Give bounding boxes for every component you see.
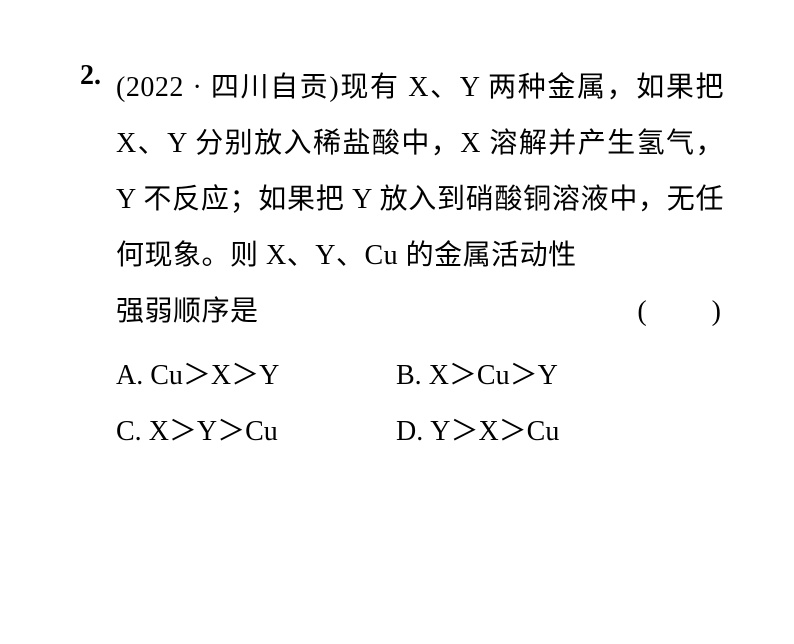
option-a-text: Cu＞X＞Y	[150, 360, 279, 391]
option-b-text: X＞Cu＞Y	[429, 360, 558, 391]
option-c-text: X＞Y＞Cu	[149, 416, 278, 447]
question-block: 2. (2022 · 四川自贡)现有 X、Y 两种金属，如果把 X、Y 分别放入…	[80, 60, 724, 460]
question-text-tail: 强弱顺序是	[116, 284, 259, 340]
question-text-lastline: 强弱顺序是 ( )	[116, 284, 724, 340]
question-source: (2022 · 四川自贡)	[116, 72, 339, 103]
option-d-label: D.	[396, 416, 423, 447]
option-b-label: B.	[396, 360, 422, 391]
option-row-2: C. X＞Y＞Cu D. Y＞X＞Cu	[116, 404, 724, 460]
options-block: A. Cu＞X＞Y B. X＞Cu＞Y C. X＞Y＞Cu D. Y＞X＞Cu	[116, 348, 724, 460]
option-c-label: C.	[116, 416, 142, 447]
option-c: C. X＞Y＞Cu	[116, 404, 396, 460]
option-d: D. Y＞X＞Cu	[396, 404, 676, 460]
option-b: B. X＞Cu＞Y	[396, 348, 676, 404]
option-a-label: A.	[116, 360, 143, 391]
question-body: (2022 · 四川自贡)现有 X、Y 两种金属，如果把 X、Y 分别放入稀盐酸…	[116, 60, 724, 340]
answer-parenthesis: ( )	[637, 284, 724, 340]
question-number: 2.	[80, 60, 101, 92]
option-d-text: Y＞X＞Cu	[430, 416, 559, 447]
option-a: A. Cu＞X＞Y	[116, 348, 396, 404]
option-row-1: A. Cu＞X＞Y B. X＞Cu＞Y	[116, 348, 724, 404]
